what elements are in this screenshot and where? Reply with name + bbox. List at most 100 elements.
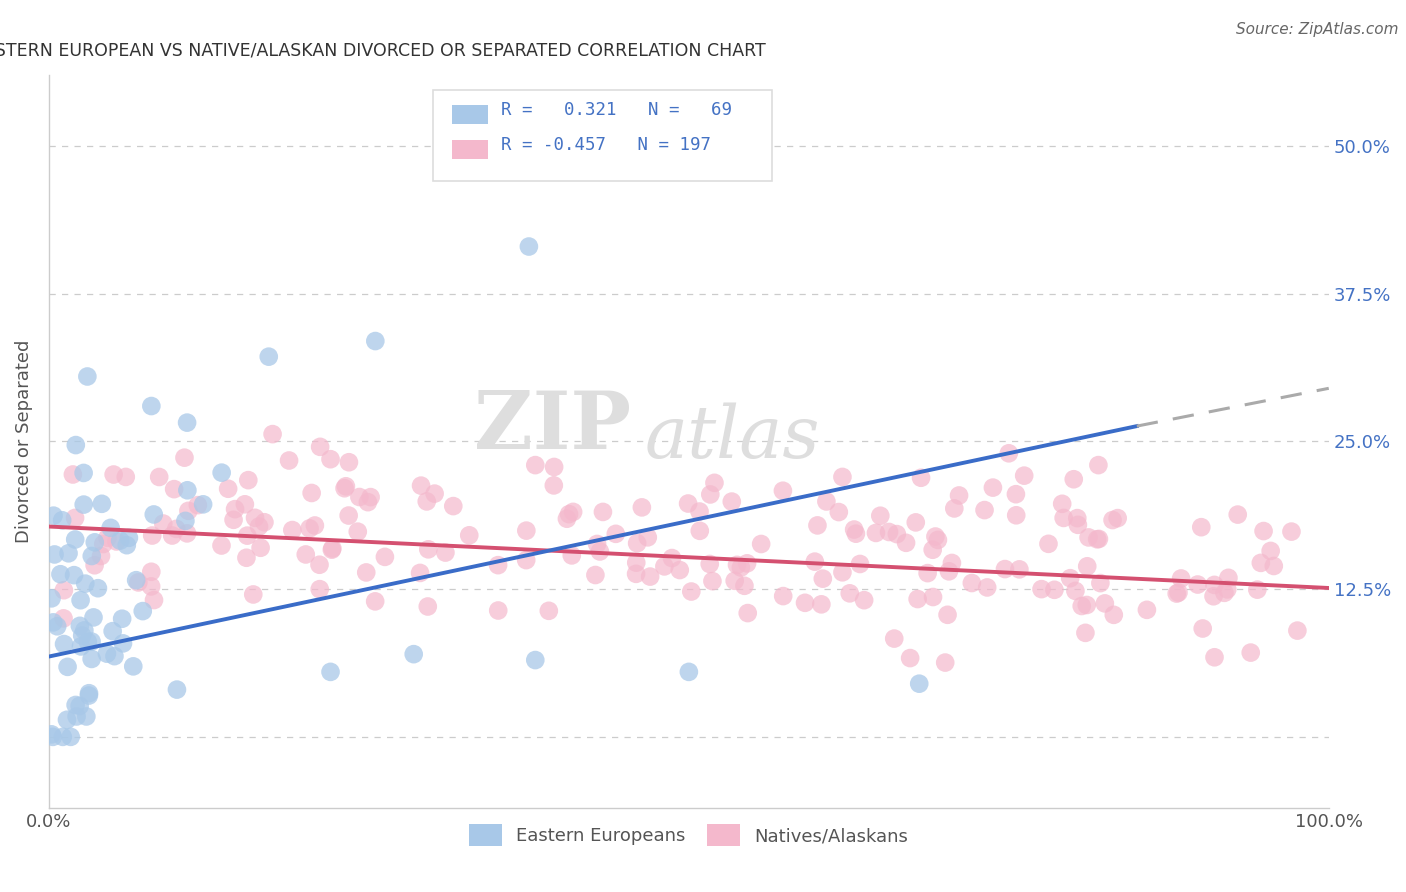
Point	[515, 553, 537, 567]
Point	[676, 496, 699, 510]
Point	[298, 521, 321, 535]
Point	[70, 640, 93, 654]
Point	[176, 416, 198, 430]
Point	[678, 665, 700, 679]
Point	[165, 522, 187, 536]
Point	[1101, 513, 1123, 527]
Point	[337, 455, 360, 469]
Point	[108, 533, 131, 548]
Point	[63, 533, 86, 547]
Point	[96, 531, 118, 545]
Point	[869, 508, 891, 523]
Point	[998, 446, 1021, 460]
Point	[654, 559, 676, 574]
Point	[543, 460, 565, 475]
Point	[1008, 562, 1031, 576]
Point	[486, 558, 509, 573]
Point	[702, 574, 724, 588]
Point	[772, 483, 794, 498]
Point	[101, 624, 124, 639]
Point	[1281, 524, 1303, 539]
Legend: Eastern Europeans, Natives/Alaskans: Eastern Europeans, Natives/Alaskans	[463, 817, 915, 854]
Point	[357, 495, 380, 509]
Point	[1085, 533, 1108, 547]
Point	[806, 518, 828, 533]
Point	[749, 537, 772, 551]
Point	[91, 537, 114, 551]
Point	[125, 573, 148, 587]
Point	[908, 676, 931, 690]
Point	[922, 590, 945, 604]
Point	[831, 470, 853, 484]
Point	[294, 548, 316, 562]
Point	[63, 511, 86, 525]
Point	[409, 478, 432, 492]
Point	[1167, 585, 1189, 599]
Point	[243, 511, 266, 525]
Point	[1170, 572, 1192, 586]
Point	[65, 698, 87, 712]
Point	[1250, 556, 1272, 570]
Point	[725, 558, 748, 572]
Point	[73, 498, 96, 512]
Point	[1031, 582, 1053, 596]
Point	[1191, 622, 1213, 636]
Point	[624, 566, 647, 581]
Point	[1087, 458, 1109, 472]
Point	[1063, 472, 1085, 486]
Point	[894, 536, 917, 550]
Point	[160, 528, 183, 542]
Point	[898, 651, 921, 665]
Point	[1077, 530, 1099, 544]
Point	[211, 466, 233, 480]
Point	[281, 523, 304, 537]
Point	[561, 549, 583, 563]
Point	[1067, 517, 1090, 532]
Point	[810, 598, 832, 612]
Point	[605, 526, 627, 541]
Point	[434, 545, 457, 559]
Point	[238, 473, 260, 487]
Point	[319, 665, 342, 679]
Point	[176, 483, 198, 498]
Point	[56, 713, 79, 727]
Point	[794, 596, 817, 610]
Point	[63, 568, 86, 582]
Point	[938, 565, 960, 579]
Point	[845, 526, 868, 541]
Point	[41, 591, 63, 606]
Point	[90, 497, 112, 511]
Text: Source: ZipAtlas.com: Source: ZipAtlas.com	[1236, 22, 1399, 37]
Point	[904, 516, 927, 530]
Point	[1094, 596, 1116, 610]
Point	[689, 524, 711, 538]
Point	[1076, 559, 1098, 574]
Point	[668, 563, 690, 577]
Point	[730, 560, 752, 574]
Point	[699, 557, 721, 571]
Point	[1076, 598, 1098, 612]
Point	[52, 730, 75, 744]
Point	[865, 525, 887, 540]
Point	[111, 612, 134, 626]
Point	[423, 486, 446, 500]
Text: R = -0.457   N = 197: R = -0.457 N = 197	[501, 136, 711, 154]
Point	[804, 555, 827, 569]
Point	[936, 607, 959, 622]
Point	[139, 579, 162, 593]
Point	[173, 450, 195, 465]
Point	[247, 519, 270, 533]
Point	[828, 505, 851, 519]
Point	[877, 524, 900, 539]
Point	[981, 481, 1004, 495]
Point	[524, 458, 547, 472]
Point	[735, 557, 758, 571]
Point	[87, 581, 110, 595]
FancyBboxPatch shape	[453, 105, 488, 124]
Point	[1050, 497, 1073, 511]
Text: R =   0.321   N =   69: R = 0.321 N = 69	[501, 101, 731, 119]
Point	[724, 574, 747, 588]
Point	[42, 615, 65, 630]
Point	[52, 611, 75, 625]
Point	[333, 481, 356, 495]
